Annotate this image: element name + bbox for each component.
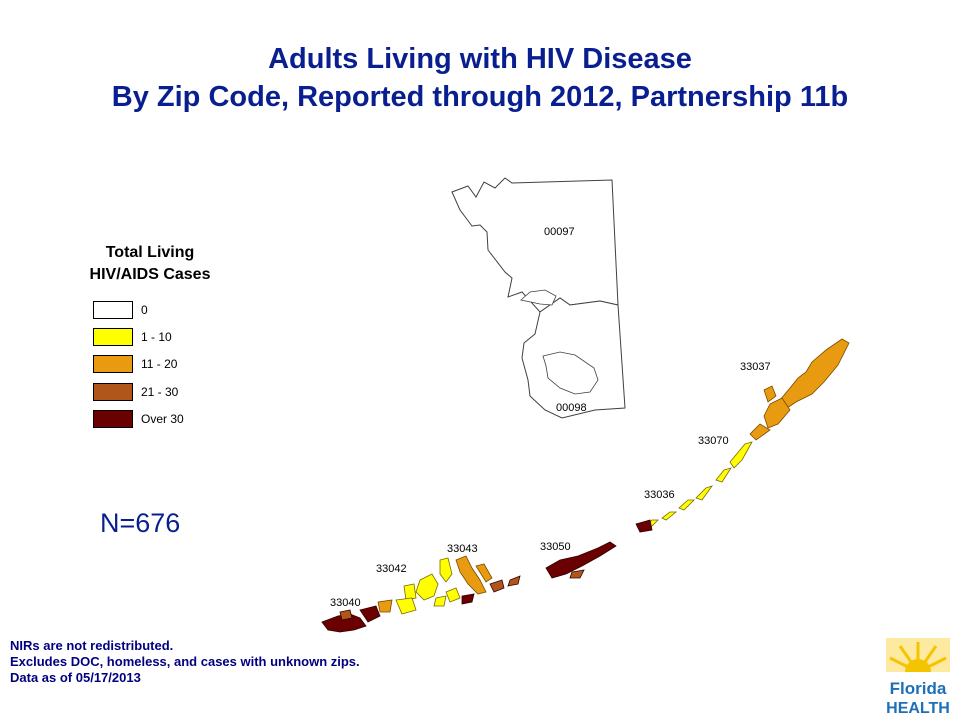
total-count: N=676	[100, 508, 181, 538]
florida-health-logo: Florida HEALTH	[882, 636, 954, 718]
region-33037d	[749, 423, 771, 441]
region-33043f	[461, 593, 475, 605]
region-33043e	[445, 587, 461, 603]
region-33037b	[763, 385, 777, 403]
region-33043	[455, 555, 487, 595]
region-33042e	[377, 599, 393, 613]
zip-label-33043: 33043	[447, 543, 478, 555]
legend-label: 11 - 20	[141, 357, 178, 371]
legend-swatch	[93, 328, 133, 346]
region-33050	[545, 541, 617, 579]
region-33042b	[403, 583, 417, 601]
zip-label-33037: 33037	[740, 361, 771, 373]
legend-label: 1 - 10	[141, 330, 172, 344]
footnotes: NIRs are not redistributed. Excludes DOC…	[10, 638, 360, 686]
zip-label-33070: 33070	[698, 435, 729, 447]
legend-swatch	[93, 383, 133, 401]
footnote-line3: Data as of 05/17/2013	[10, 670, 141, 685]
legend-swatch	[93, 301, 133, 319]
region-inlet-detail	[520, 289, 557, 306]
legend-label: 0	[141, 303, 148, 317]
region-33043d	[489, 579, 505, 593]
map-title: Adults Living with HIV Disease By Zip Co…	[0, 40, 960, 116]
region-33050c	[507, 575, 521, 587]
region-33043c	[439, 557, 453, 583]
logo-text-line1: Florida	[890, 679, 947, 698]
logo-text-line2: HEALTH	[886, 700, 950, 717]
legend-label: 21 - 30	[141, 385, 179, 399]
legend-swatch	[93, 410, 133, 428]
region-33037c	[763, 397, 791, 429]
region-33042c	[395, 597, 417, 615]
map-title-line1: Adults Living with HIV Disease	[268, 43, 692, 75]
zip-label-33050: 33050	[540, 541, 571, 553]
legend-title-line2: HIV/AIDS Cases	[89, 266, 211, 283]
footnote-line2: Excludes DOC, homeless, and cases with u…	[10, 654, 360, 669]
map-title-line2: By Zip Code, Reported through 2012, Part…	[111, 81, 849, 113]
zip-label-00097: 00097	[544, 226, 575, 238]
region-33040c	[339, 609, 353, 621]
legend-title: Total Living HIV/AIDS Cases	[60, 242, 240, 286]
region-33040b	[359, 605, 381, 623]
legend-label: Over 30	[141, 412, 184, 426]
region-33037	[779, 338, 850, 411]
legend-swatch	[93, 355, 133, 373]
zip-label-33036: 33036	[644, 489, 675, 501]
region-inlet	[542, 351, 599, 395]
region-33042	[415, 573, 439, 601]
region-33036c	[661, 511, 678, 521]
zip-label-33040: 33040	[330, 597, 361, 609]
zip-label-00098: 00098	[556, 402, 587, 414]
footnote-line1: NIRs are not redistributed.	[10, 638, 174, 653]
legend-title-line1: Total Living	[105, 244, 195, 261]
region-33043b	[475, 563, 493, 583]
region-33070b	[715, 467, 732, 483]
region-33050b	[569, 569, 585, 579]
region-33036	[695, 485, 714, 501]
region-33042d	[433, 595, 447, 607]
region-33036e	[635, 519, 653, 533]
zip-label-33042: 33042	[376, 563, 407, 575]
region-33036b	[678, 499, 695, 511]
region-33070	[729, 441, 753, 469]
